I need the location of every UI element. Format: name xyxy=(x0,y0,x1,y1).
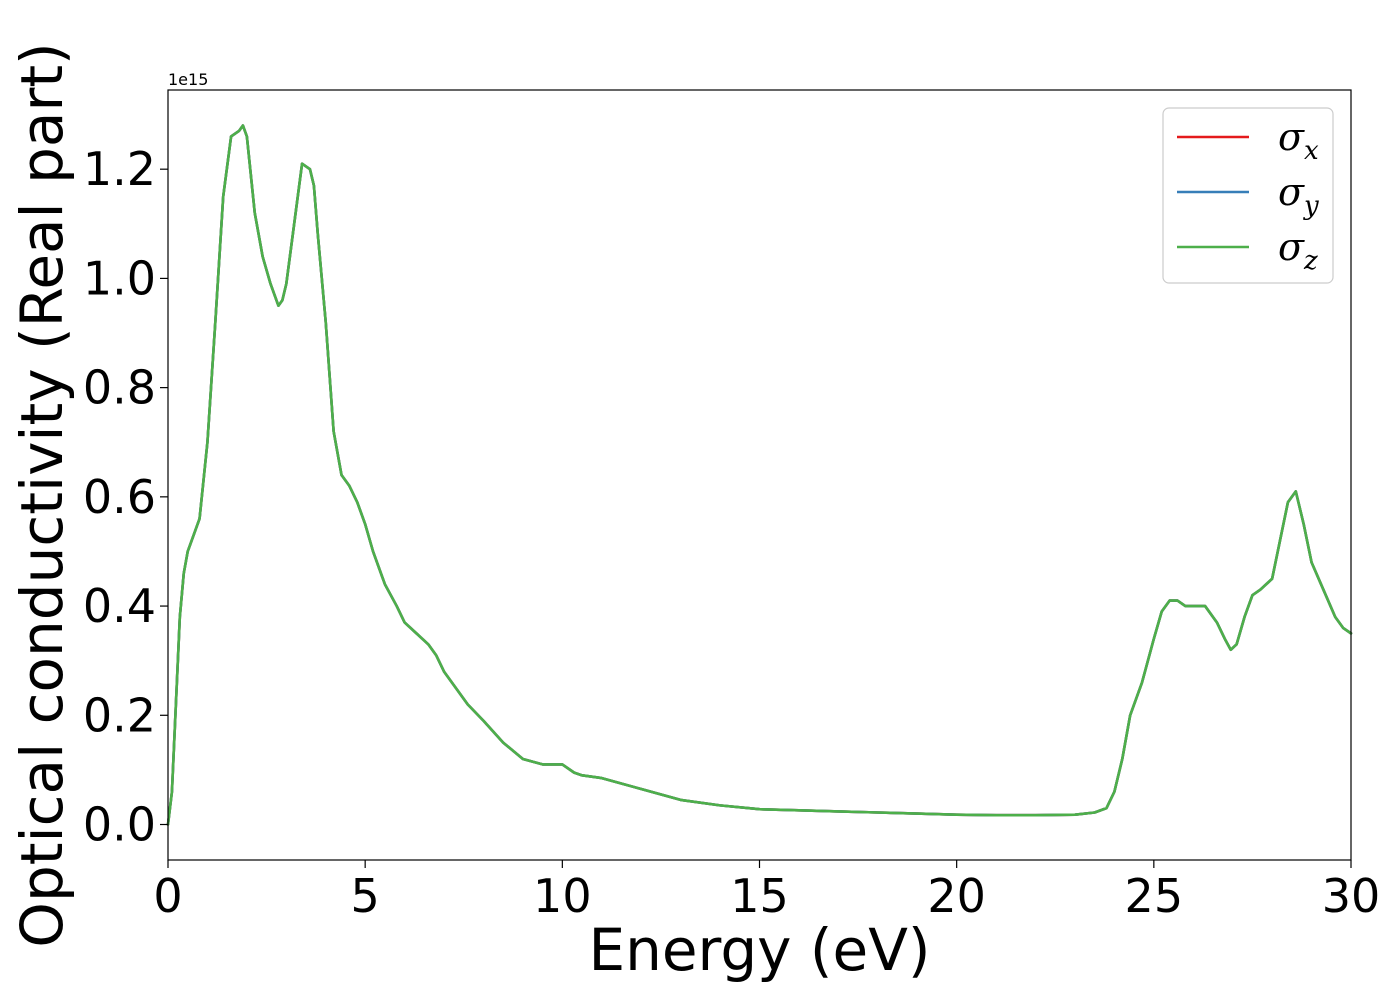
x-tick-label: 10 xyxy=(533,869,592,923)
y-tick-label: 0.2 xyxy=(83,688,156,742)
y-tick-label: 1.2 xyxy=(83,142,156,196)
y-axis: 0.0 0.2 0.4 0.6 0.8 1.0 1.2 xyxy=(83,142,168,852)
series-line-z xyxy=(166,124,1353,826)
legend-label-x: σx xyxy=(1278,115,1319,166)
y-tick-label: 0.6 xyxy=(83,470,156,524)
x-axis: 0 5 10 15 20 25 30 xyxy=(153,860,1380,923)
series-layer xyxy=(166,124,1353,826)
x-tick-label: 20 xyxy=(927,869,986,923)
y-offset-label: 1e15 xyxy=(168,70,208,89)
y-tick-label: 0.0 xyxy=(83,798,156,852)
y-tick-label: 0.4 xyxy=(83,579,156,633)
legend-label-y: σy xyxy=(1278,170,1319,221)
x-axis-title: Energy (eV) xyxy=(588,916,930,984)
x-tick-label: 0 xyxy=(153,869,182,923)
x-tick-label: 25 xyxy=(1125,869,1184,923)
y-axis-title: Optical conductivity (Real part) xyxy=(8,42,76,947)
x-tick-label: 15 xyxy=(730,869,789,923)
legend-label-z: σz xyxy=(1278,225,1318,276)
y-tick-label: 1.0 xyxy=(83,251,156,305)
legend-box xyxy=(1162,107,1334,284)
x-tick-label: 5 xyxy=(351,869,380,923)
x-tick-label: 30 xyxy=(1322,869,1381,923)
y-tick-label: 0.8 xyxy=(83,361,156,415)
